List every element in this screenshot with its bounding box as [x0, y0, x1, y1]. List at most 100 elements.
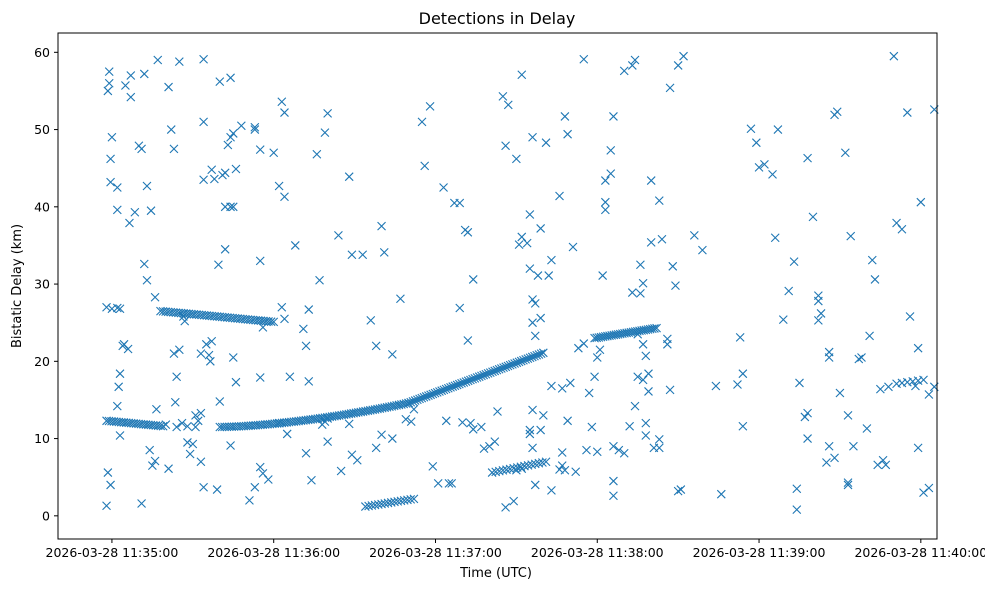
data-point-marker — [420, 161, 430, 171]
data-point-marker — [528, 405, 537, 415]
data-point-marker — [126, 71, 136, 80]
data-point-marker — [207, 336, 217, 346]
data-point-marker — [112, 205, 122, 215]
data-point-marker — [641, 418, 651, 428]
data-point-marker — [169, 349, 179, 358]
data-point-marker — [406, 417, 416, 426]
data-point-marker — [525, 210, 535, 219]
data-point-marker — [112, 401, 122, 411]
data-point-marker — [177, 418, 187, 428]
data-point-marker — [527, 460, 537, 470]
data-point-marker — [592, 353, 602, 362]
data-point-marker — [587, 422, 597, 432]
data-point-marker — [636, 260, 645, 270]
data-point-marker — [236, 121, 246, 131]
data-point-marker — [114, 382, 124, 392]
x-tick-label: 2026-03-28 11:35:00 — [46, 545, 179, 560]
data-point-marker — [541, 457, 551, 467]
data-point-marker — [557, 448, 567, 457]
data-point-marker — [784, 286, 794, 296]
data-point-marker — [439, 183, 448, 192]
data-point-marker — [595, 345, 605, 355]
data-point-marker — [808, 212, 818, 222]
data-point-marker — [487, 468, 497, 477]
y-tick-label: 10 — [34, 431, 50, 446]
data-point-marker — [579, 339, 589, 348]
data-point-marker — [689, 231, 699, 240]
data-point-marker — [150, 292, 160, 302]
data-point-marker — [323, 108, 333, 118]
data-point-marker — [145, 445, 155, 455]
data-point-marker — [641, 351, 651, 361]
data-point-marker — [130, 207, 140, 217]
data-point-marker — [878, 455, 888, 465]
data-point-marker — [600, 205, 610, 215]
data-point-marker — [441, 416, 451, 426]
data-point-marker — [541, 138, 551, 148]
x-tick-label: 2026-03-28 11:40:00 — [854, 545, 985, 560]
data-point-marker — [347, 250, 357, 260]
data-point-marker — [803, 434, 812, 443]
data-point-marker — [911, 381, 920, 391]
data-point-marker — [778, 315, 788, 324]
data-point-marker — [269, 148, 279, 158]
data-point-marker — [733, 380, 742, 389]
data-point-marker — [538, 458, 547, 467]
data-point-marker — [172, 422, 182, 432]
data-points — [102, 51, 939, 515]
data-point-marker — [188, 439, 198, 449]
data-point-marker — [505, 464, 515, 474]
data-point-marker — [103, 86, 113, 96]
data-point-marker — [528, 318, 537, 328]
data-point-marker — [334, 231, 343, 240]
data-point-marker — [102, 302, 111, 312]
data-point-marker — [501, 502, 510, 512]
y-axis-ticks: 0 10 20 30 40 50 60 — [34, 45, 58, 523]
data-point-marker — [245, 495, 254, 505]
data-point-marker — [813, 315, 823, 325]
x-axis-ticks: 2026-03-28 11:35:00 2026-03-28 11:36:00 20… — [46, 539, 985, 560]
y-tick-label: 20 — [34, 354, 50, 369]
data-point-marker — [846, 231, 856, 241]
y-tick-label: 50 — [34, 122, 50, 137]
data-point-marker — [106, 177, 115, 187]
data-point-marker — [161, 420, 171, 430]
data-point-marker — [843, 478, 853, 487]
data-point-marker — [102, 501, 111, 511]
data-point-marker — [563, 416, 572, 426]
data-point-marker — [501, 141, 510, 151]
data-point-marker — [509, 496, 519, 506]
data-point-marker — [199, 117, 208, 127]
data-point-marker — [323, 437, 333, 447]
data-point-marker — [358, 250, 368, 260]
data-point-marker — [191, 411, 200, 420]
data-point-marker — [751, 138, 761, 148]
data-point-marker — [534, 458, 544, 468]
data-point-marker — [147, 461, 157, 470]
data-point-marker — [156, 421, 166, 431]
data-point-marker — [565, 378, 575, 388]
data-point-marker — [494, 466, 504, 476]
data-point-marker — [600, 197, 610, 207]
data-point-marker — [867, 255, 877, 265]
data-point-marker — [115, 304, 125, 314]
data-point-marker — [121, 81, 130, 90]
data-point-marker — [509, 463, 519, 473]
data-point-marker — [503, 100, 513, 110]
data-point-marker — [196, 408, 206, 418]
data-point-marker — [571, 467, 581, 477]
data-point-marker — [609, 476, 618, 486]
data-point-marker — [447, 478, 457, 488]
data-point-marker — [112, 303, 122, 313]
data-point-marker — [274, 181, 284, 191]
data-point-marker — [371, 341, 381, 351]
data-point-marker — [606, 169, 616, 178]
data-point-marker — [396, 294, 405, 304]
data-point-marker — [654, 443, 664, 453]
data-point-marker — [614, 445, 624, 455]
data-point-marker — [205, 356, 215, 366]
data-point-marker — [654, 434, 664, 444]
data-point-marker — [536, 224, 546, 233]
data-point-marker — [183, 438, 192, 447]
data-point-marker — [107, 132, 117, 142]
